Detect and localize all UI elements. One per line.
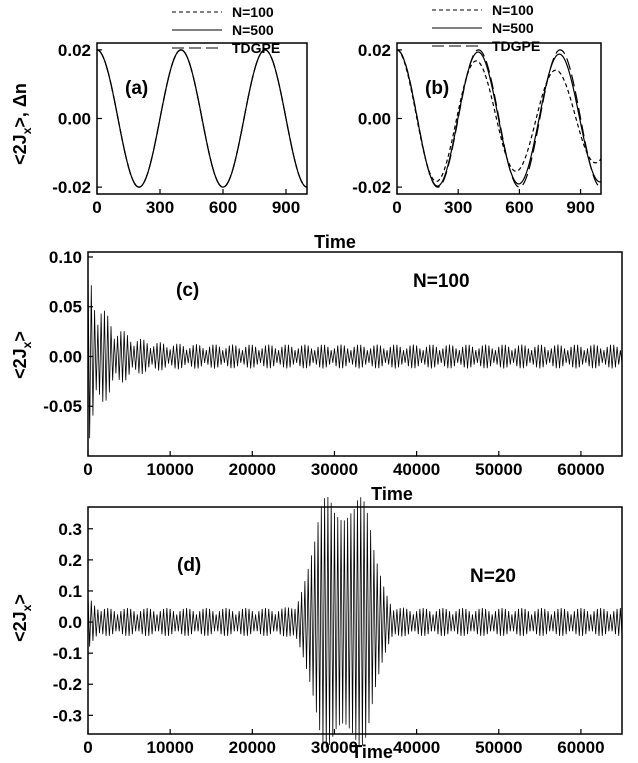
panel-a-x-tick-label: 0 [92,198,101,217]
panel-d-y-tick-label: 0.2 [58,551,82,570]
panel-c-x-tick-label: 10000 [147,460,194,479]
panel-b-x-tick-label: 0 [392,198,401,217]
panel-c-ticks: 0 10000 20000 30000 40000 50000 60000 0.10 0.05 0… [43,248,604,479]
panel-a-x-tick-label: 300 [146,198,174,217]
panel-c-y-tick-label: 0.10 [49,248,82,267]
panel-d-label: (d) [177,555,201,576]
legend-a-label-n100: N=100 [232,4,274,20]
panel-d-x-tick-label: 50000 [475,738,522,757]
panel-b-curves [396,49,602,188]
panel-c-curves [87,266,623,439]
panel-c: 0 10000 20000 30000 40000 50000 60000 0.10 0.05 0… [43,248,623,479]
panel-b-series-tdgpe [396,49,602,188]
panel-c-x-tick-label: 30000 [311,460,358,479]
panel-d-x-tick-label: 30000 [311,738,358,757]
panel-c-x-tick-label: 20000 [229,460,276,479]
panel-d-x-axis-label: Time [351,742,393,762]
panel-b-series-n100 [396,49,602,182]
top-x-axis-label: Time [314,232,356,252]
legend-b-label-n500: N=500 [492,20,534,36]
panel-a-ticks: 0 300 600 900 0.02 0.00 -0.02 [52,41,300,217]
panel-a-curves [96,49,308,188]
panel-d-frame [87,506,623,735]
panel-b-x-tick-label: 300 [444,198,472,217]
panel-c-label: (c) [176,280,199,301]
panel-c-x-tick-label: 0 [83,460,92,479]
panel-d-curves [87,496,623,748]
panel-a-series-tdgpe [96,49,308,188]
panel-c-frame [87,251,623,457]
panel-d-y-axis-label: <2Jx> [10,594,34,642]
panel-b-label: (b) [425,78,449,99]
panel-c-x-tick-label: 40000 [393,460,440,479]
panel-b: 0 300 600 900 0.02 0.00 -0.02 (b) [352,41,602,217]
panel-b-x-tick-label: 900 [566,198,594,217]
panel-d-y-tick-label: 0.1 [58,582,82,601]
panel-b-y-tick-label: -0.02 [352,178,391,197]
panel-d-x-tick-label: 20000 [229,738,276,757]
panel-c-annotation: N=100 [413,271,470,292]
panel-b-x-tick-label: 600 [505,198,533,217]
panel-b-y-tick-label: 0.00 [358,110,391,129]
panel-d-y-tick-label: 0.0 [58,613,82,632]
legend-a-label-n500: N=500 [232,22,274,38]
panel-c-y-tick-label: 0.00 [49,347,82,366]
panel-d-y-tick-label: 0.3 [58,520,82,539]
panel-c-y-tick-label: 0.05 [49,298,82,317]
panel-b-y-tick-label: 0.02 [358,41,391,60]
panel-a-y-axis-label: <2Jx>, Δn [10,83,34,165]
panel-c-y-tick-label: -0.05 [43,397,82,416]
panel-d-x-tick-label: 60000 [557,738,604,757]
legend-b: N=100 N=500 TDGPE [432,2,540,54]
panel-d-y-tick-label: -0.1 [53,644,82,663]
legend-a: N=100 N=500 TDGPE [172,4,280,56]
panel-d-annotation: N=20 [470,566,516,587]
panel-d: 0 10000 20000 30000 40000 50000 60000 0.3 0.2 0.1… [53,496,623,757]
panel-a-y-tick-label: 0.00 [58,110,91,129]
panel-d-x-tick-label: 0 [83,738,92,757]
panel-a-x-tick-label: 900 [272,198,300,217]
panel-c-series [87,266,623,439]
panel-a-y-tick-label: -0.02 [52,178,91,197]
panel-c-x-tick-label: 60000 [557,460,604,479]
legend-b-label-n100: N=100 [492,2,534,18]
panel-c-x-axis-label: Time [371,484,413,504]
panel-d-y-tick-label: -0.2 [53,675,82,694]
panel-c-x-tick-label: 50000 [475,460,522,479]
panel-c-y-axis-label: <2Jx> [10,331,34,379]
panel-a-x-tick-label: 600 [209,198,237,217]
panel-a-y-tick-label: 0.02 [58,41,91,60]
panel-b-ticks: 0 300 600 900 0.02 0.00 -0.02 [352,41,595,217]
panel-d-x-tick-label: 40000 [393,738,440,757]
panel-d-y-tick-label: -0.3 [53,706,82,725]
legend-b-label-tdgpe: TDGPE [492,38,540,54]
panel-a-label: (a) [125,78,148,99]
panel-d-ticks: 0 10000 20000 30000 40000 50000 60000 0.3 0.2 0.1… [53,520,605,757]
panel-a: 0 300 600 900 0.02 0.00 -0.02 (a) [52,41,308,217]
panel-d-x-tick-label: 10000 [147,738,194,757]
panel-d-series [87,496,623,748]
